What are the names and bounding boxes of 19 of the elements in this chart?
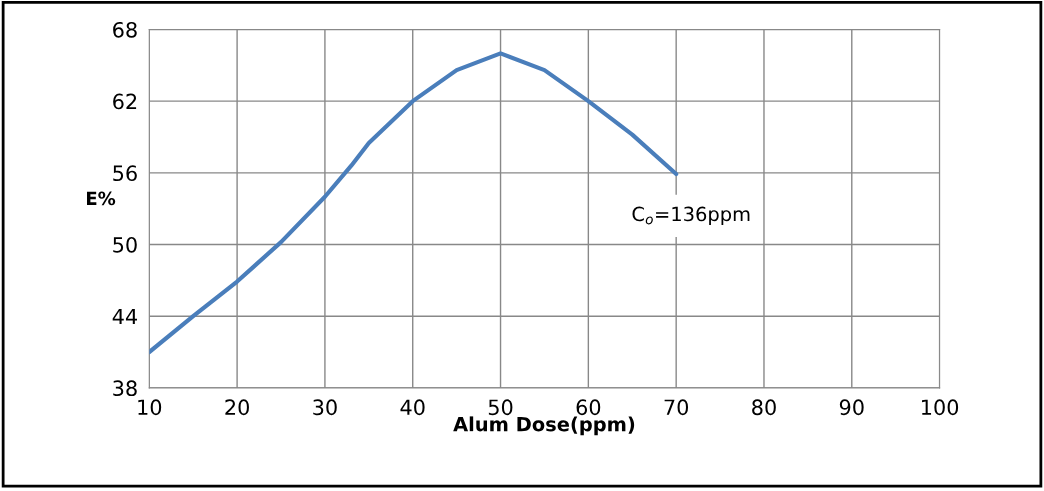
x-tick-label: 10 <box>138 399 162 416</box>
y-axis-title: E% <box>87 191 116 206</box>
y-tick-label: 68 <box>113 21 137 38</box>
x-tick-label: 40 <box>400 399 425 416</box>
y-tick-label: 62 <box>113 93 137 110</box>
x-tick-label: 90 <box>839 399 864 416</box>
y-tick-label: 44 <box>112 308 138 325</box>
x-axis-title: Alum Dose(ppm) <box>453 416 635 436</box>
x-tick-label: 80 <box>752 399 776 416</box>
x-tick-label: 100 <box>922 399 959 416</box>
annotation: C$_{o}$=136ppm <box>632 206 750 226</box>
x-tick-label: 30 <box>313 399 337 416</box>
x-tick-label: 50 <box>488 399 513 416</box>
y-tick-label: 38 <box>113 380 137 397</box>
y-tick-label: 50 <box>113 236 137 253</box>
x-tick-label: 20 <box>225 399 249 416</box>
x-tick-label: 60 <box>576 399 601 416</box>
y-tick-label: 56 <box>113 165 137 182</box>
x-tick-label: 70 <box>664 399 689 416</box>
